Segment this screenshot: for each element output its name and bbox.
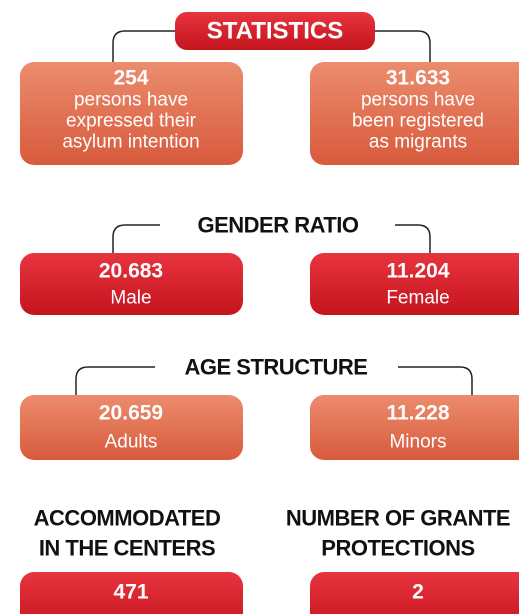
age-label: Adults [105,432,158,453]
stat-text: persons have [361,90,475,111]
age-box [310,395,519,460]
age-box [20,395,243,460]
stat-box [20,62,243,165]
bottom-heading: NUMBER OF GRANTE [286,506,510,531]
connector [398,366,473,395]
connector [375,30,431,62]
bottom-heading: PROTECTIONS [321,536,474,561]
stat-value: 254 [113,67,148,90]
stat-text: asylum intention [62,132,199,153]
age-label: Minors [389,432,446,453]
connector [112,30,175,62]
stat-text: been registered [352,111,484,132]
gender-label: Female [386,288,449,309]
connector [75,366,155,395]
gender-box [20,253,243,315]
stat-value: 31.633 [386,67,450,90]
bottom-box [310,572,519,614]
connector [112,224,160,253]
gender-label: Male [110,288,151,309]
gender-box [310,253,519,315]
gender-value: 11.204 [386,260,449,283]
gender-value: 20.683 [99,260,163,283]
title: STATISTICS [207,18,343,45]
bottom-heading: ACCOMMODATED [34,506,221,531]
bottom-box [20,572,243,614]
stat-text: expressed their [66,111,197,132]
stat-text: persons have [74,90,188,111]
bottom-value: 2 [412,581,424,604]
section-heading: GENDER RATIO [197,213,358,238]
age-value: 20.659 [99,402,163,425]
bottom-heading: IN THE CENTERS [39,536,215,561]
stat-text: as migrants [369,132,467,153]
section-heading: AGE STRUCTURE [185,355,368,380]
connector [395,224,431,253]
bottom-value: 471 [113,581,148,604]
stat-box [310,62,519,165]
title-pill [175,12,375,50]
age-value: 11.228 [386,402,449,425]
